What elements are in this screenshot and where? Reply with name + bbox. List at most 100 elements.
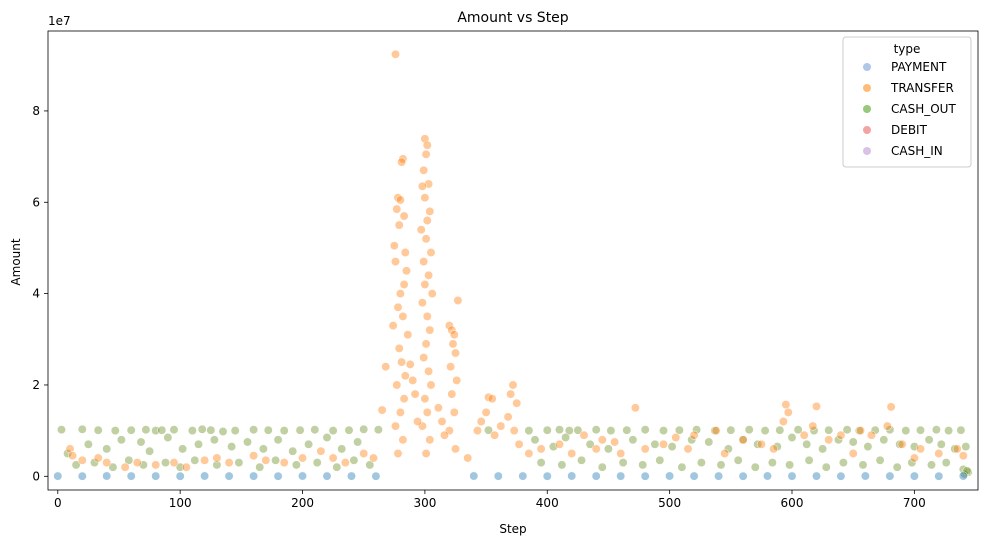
legend-label: DEBIT — [891, 123, 928, 137]
data-point — [419, 353, 429, 363]
data-point — [924, 435, 934, 445]
data-point — [524, 449, 534, 458]
data-point — [279, 426, 289, 436]
data-point — [481, 407, 491, 417]
data-point — [591, 444, 601, 454]
data-point — [640, 471, 650, 481]
data-point — [812, 401, 821, 411]
legend-marker — [863, 147, 871, 155]
data-point — [77, 471, 87, 481]
data-point — [451, 444, 460, 454]
data-point — [291, 460, 301, 470]
data-point — [151, 460, 161, 470]
data-point — [591, 425, 601, 435]
data-point — [750, 462, 760, 472]
data-point — [425, 435, 435, 445]
data-point — [667, 442, 677, 452]
data-point — [677, 462, 687, 472]
legend-box — [842, 36, 972, 168]
data-point — [603, 444, 613, 454]
legend-label: CASH_OUT — [891, 102, 956, 116]
data-point — [756, 439, 766, 449]
data-point — [90, 458, 99, 468]
data-point — [870, 425, 880, 435]
data-point — [892, 462, 902, 472]
data-point — [388, 321, 398, 331]
data-point — [126, 471, 136, 481]
data-point — [427, 289, 437, 299]
data-point — [453, 296, 463, 305]
data-point — [793, 425, 803, 435]
data-point — [212, 453, 222, 463]
data-point — [408, 375, 418, 385]
data-point — [359, 424, 369, 434]
data-point — [958, 451, 968, 461]
data-point — [440, 430, 449, 440]
data-point — [421, 234, 431, 244]
data-point — [328, 426, 338, 436]
data-point — [426, 380, 436, 390]
legend-marker — [863, 126, 871, 134]
data-point — [304, 439, 314, 449]
data-point — [420, 193, 430, 203]
data-point — [451, 348, 460, 358]
data-point — [161, 458, 170, 468]
data-point — [398, 435, 408, 445]
data-point — [597, 462, 607, 472]
data-point — [249, 471, 259, 481]
data-point — [508, 380, 518, 390]
series-transfer — [65, 49, 968, 472]
data-point — [449, 330, 459, 340]
y-axis-label: Amount — [9, 238, 23, 285]
data-point — [145, 446, 155, 456]
data-point — [371, 471, 381, 481]
data-point — [934, 471, 944, 481]
data-point — [630, 403, 640, 413]
x-tick-label: 100 — [169, 496, 192, 510]
data-point — [400, 371, 410, 381]
data-point — [197, 424, 207, 434]
data-point — [804, 455, 814, 465]
data-point — [882, 421, 892, 431]
data-point — [395, 289, 405, 299]
data-point — [834, 435, 843, 445]
data-point — [392, 380, 402, 390]
data-point — [931, 425, 941, 435]
data-point — [518, 471, 528, 481]
data-point — [824, 435, 834, 445]
data-point — [787, 433, 797, 442]
data-point — [63, 449, 73, 458]
data-point — [842, 425, 852, 435]
data-point — [433, 403, 443, 413]
data-point — [767, 458, 777, 468]
data-point — [169, 458, 179, 468]
data-point — [425, 206, 435, 216]
y-tick-label: 0 — [32, 469, 40, 483]
data-point — [524, 426, 534, 436]
data-point — [403, 330, 413, 340]
data-point — [738, 435, 748, 445]
data-point — [895, 439, 905, 449]
data-point — [417, 298, 427, 308]
data-point — [618, 458, 628, 468]
data-point — [312, 458, 322, 468]
data-point — [421, 149, 431, 159]
data-point — [126, 425, 136, 435]
data-point — [778, 417, 788, 426]
data-point — [389, 241, 399, 251]
data-point — [77, 424, 87, 434]
data-point — [711, 426, 721, 436]
data-point — [249, 451, 259, 461]
data-point — [392, 204, 402, 214]
data-point — [394, 220, 404, 230]
data-point — [781, 400, 791, 410]
data-point — [962, 466, 972, 476]
data-point — [856, 426, 865, 436]
data-point — [395, 407, 405, 417]
data-point — [416, 225, 426, 235]
data-point — [640, 444, 650, 454]
data-point — [340, 458, 350, 468]
data-point — [421, 449, 431, 458]
data-point — [769, 444, 779, 454]
data-point — [190, 455, 200, 465]
